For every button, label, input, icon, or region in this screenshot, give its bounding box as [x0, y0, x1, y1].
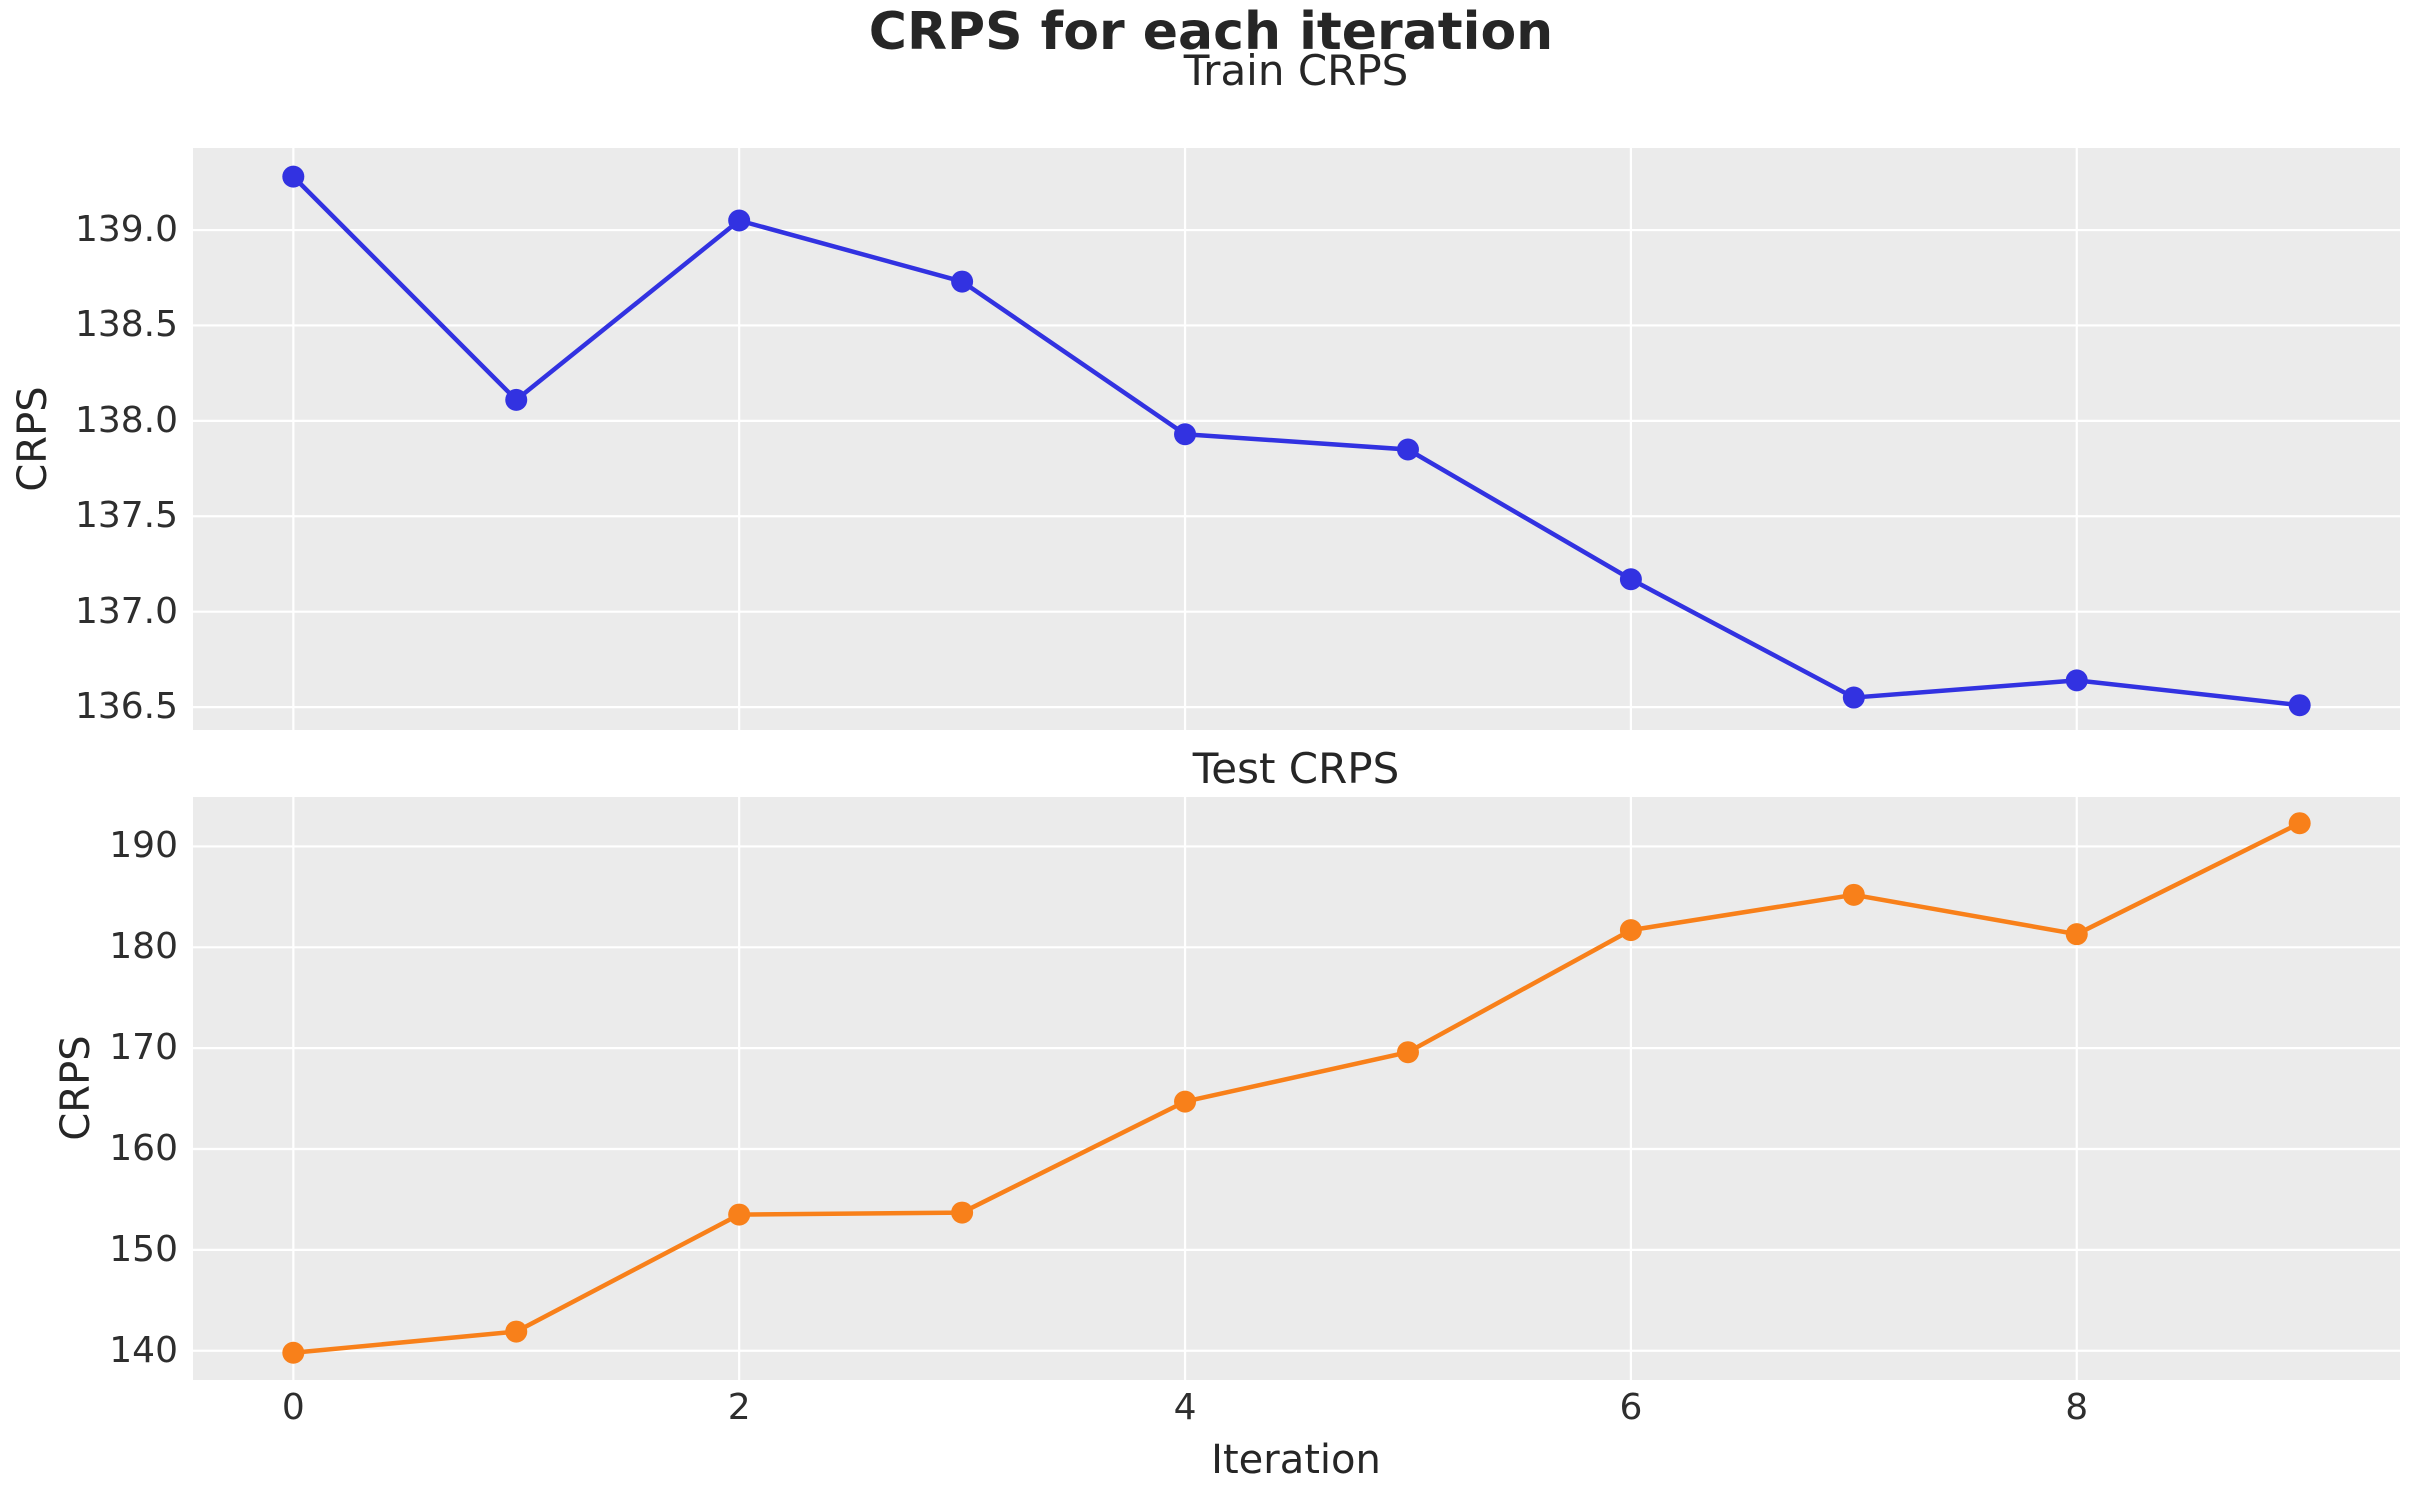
figure-title: CRPS for each iteration	[868, 2, 1554, 62]
subplot1-ytick-label: 139.0	[74, 209, 178, 251]
data-point	[2288, 694, 2311, 717]
data-point	[951, 1201, 974, 1224]
data-point	[1619, 568, 1642, 591]
subplot2-ytick-label: 170	[109, 1027, 178, 1069]
xtick-label: 0	[281, 1387, 305, 1428]
subplot2-ytick-label: 140	[109, 1329, 178, 1371]
data-point	[282, 1341, 305, 1364]
data-point	[728, 209, 751, 232]
data-point	[505, 1320, 528, 1343]
subplot2-ytick-label: 180	[109, 926, 178, 968]
subplot1-ylabel: CRPS	[10, 386, 56, 492]
data-point	[2288, 812, 2311, 835]
data-point	[505, 388, 528, 411]
subplot1-ytick-label: 138.0	[74, 399, 178, 441]
plot-background	[193, 148, 2400, 730]
subplot2-title: Test CRPS	[1192, 744, 1400, 793]
subplot2-ytick-label: 160	[109, 1128, 178, 1170]
data-point	[2065, 923, 2088, 946]
data-point	[282, 165, 305, 188]
data-point	[1174, 423, 1197, 446]
subplot1-title: Train CRPS	[1183, 46, 1409, 95]
subplot1-ytick-label: 137.5	[74, 495, 178, 537]
data-point	[1619, 919, 1642, 942]
xaxis-label: Iteration	[1211, 1437, 1381, 1483]
plot-background	[193, 797, 2400, 1380]
data-point	[1396, 438, 1419, 461]
data-point	[1396, 1041, 1419, 1064]
subplot2-canvas	[193, 797, 2400, 1380]
subplot2-ytick-label: 150	[109, 1228, 178, 1270]
xtick-label: 2	[727, 1387, 751, 1428]
subplot1-ytick-label: 136.5	[74, 686, 178, 728]
subplot1-ytick-label: 137.0	[74, 590, 178, 632]
data-point	[1842, 686, 1865, 709]
train-line	[291, 174, 2302, 708]
xtick-label: 8	[2065, 1387, 2089, 1428]
test-line	[291, 820, 2302, 1356]
subplot1-canvas	[193, 148, 2400, 730]
data-point	[728, 1203, 751, 1226]
subplot2-ylabel: CRPS	[53, 1035, 99, 1141]
xtick-label: 4	[1173, 1387, 1197, 1428]
data-point	[1174, 1090, 1197, 1113]
subplot2-ytick-label: 190	[109, 825, 178, 867]
data-point	[951, 270, 974, 293]
subplot1-ytick-label: 138.5	[74, 304, 178, 346]
xtick-label: 6	[1619, 1387, 1643, 1428]
data-point	[2065, 669, 2088, 692]
data-point	[1842, 883, 1865, 906]
